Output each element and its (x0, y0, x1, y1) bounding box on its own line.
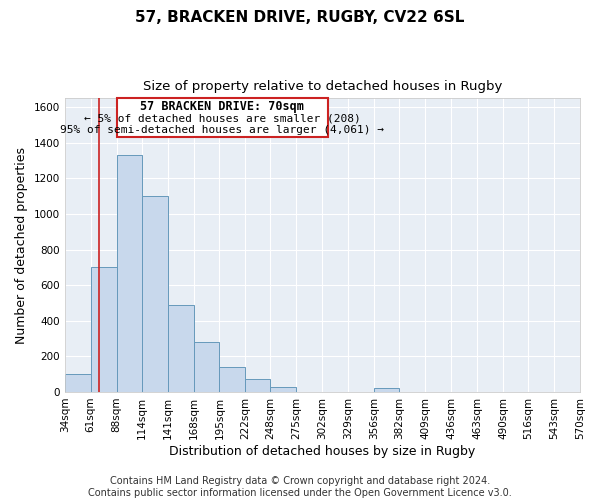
Bar (580, 390, 600, 392)
Bar (65, 374, 91, 392)
X-axis label: Distribution of detached houses by size in Rugby: Distribution of detached houses by size … (169, 444, 475, 458)
Bar (374, 388, 399, 392)
Bar (91, 268, 116, 392)
Bar (220, 367, 245, 392)
Bar (142, 196, 167, 392)
Text: 57 BRACKEN DRIVE: 70sqm: 57 BRACKEN DRIVE: 70sqm (140, 100, 304, 114)
Text: 57, BRACKEN DRIVE, RUGBY, CV22 6SL: 57, BRACKEN DRIVE, RUGBY, CV22 6SL (136, 10, 464, 25)
Text: 95% of semi-detached houses are larger (4,061) →: 95% of semi-detached houses are larger (… (61, 124, 385, 134)
Text: Contains HM Land Registry data © Crown copyright and database right 2024.
Contai: Contains HM Land Registry data © Crown c… (88, 476, 512, 498)
Bar (167, 305, 193, 392)
Y-axis label: Number of detached properties: Number of detached properties (15, 146, 28, 344)
Bar (193, 342, 220, 392)
Bar (271, 386, 296, 392)
Bar (245, 378, 271, 392)
Title: Size of property relative to detached houses in Rugby: Size of property relative to detached ho… (143, 80, 502, 93)
Text: ← 5% of detached houses are smaller (208): ← 5% of detached houses are smaller (208… (84, 113, 361, 123)
FancyBboxPatch shape (116, 98, 328, 136)
Bar (116, 156, 142, 392)
